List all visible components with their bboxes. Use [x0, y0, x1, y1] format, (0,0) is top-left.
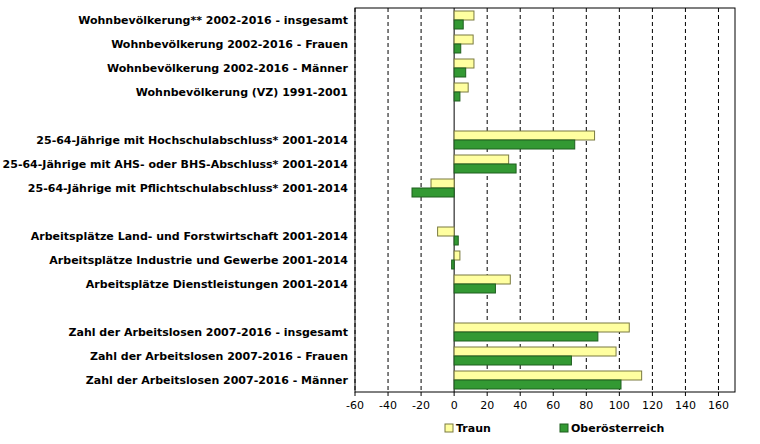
- tick-mark: [454, 392, 455, 396]
- tick-label: 160: [708, 399, 729, 412]
- category-label: 25-64-Jährige mit Hochschulabschluss* 20…: [36, 134, 348, 147]
- bar: [454, 83, 468, 92]
- tick-label: 20: [480, 399, 494, 412]
- grid-line: [388, 8, 389, 392]
- grid-line: [421, 8, 422, 392]
- bar: [454, 380, 621, 389]
- tick-mark: [652, 392, 653, 396]
- category-label: Wohnbevölkerung 2002-2016 - Männer: [107, 62, 349, 75]
- tick-mark: [520, 392, 521, 396]
- chart: Wohnbevölkerung** 2002-2016 - insgesamt W…: [0, 0, 760, 444]
- grid-line: [619, 8, 620, 392]
- category-label: Zahl der Arbeitslosen 2007-2016 - Männer: [86, 374, 349, 387]
- bar: [454, 92, 460, 101]
- grid-line: [718, 8, 719, 392]
- grid-line: [652, 8, 653, 392]
- bars: [412, 11, 642, 389]
- category-label: Wohnbevölkerung (VZ) 1991-2001: [136, 86, 348, 99]
- tick-label: 40: [513, 399, 527, 412]
- tick-mark: [718, 392, 719, 396]
- tick-label: 80: [579, 399, 593, 412]
- category-label: 25-64-Jährige mit AHS- oder BHS-Abschlus…: [3, 158, 349, 171]
- tick-label: 0: [451, 399, 458, 412]
- tick-mark: [388, 392, 389, 396]
- bar: [454, 68, 466, 77]
- tick-mark: [355, 392, 356, 396]
- bar: [412, 188, 454, 197]
- bar: [454, 284, 495, 293]
- bar: [454, 347, 616, 356]
- bar: [454, 236, 458, 245]
- bar: [454, 35, 473, 44]
- bar: [454, 323, 629, 332]
- bar: [454, 356, 571, 365]
- bar: [454, 275, 510, 284]
- tick-label: 100: [609, 399, 630, 412]
- bar: [454, 332, 598, 341]
- tick-label: -40: [379, 399, 397, 412]
- tick-mark: [586, 392, 587, 396]
- legend-swatch: [560, 424, 568, 432]
- tick-mark: [487, 392, 488, 396]
- tick-label: -60: [346, 399, 364, 412]
- bar: [431, 179, 454, 188]
- tick-mark: [685, 392, 686, 396]
- tick-label: -20: [412, 399, 430, 412]
- grid-line: [685, 8, 686, 392]
- bar: [452, 260, 454, 269]
- tick-mark: [553, 392, 554, 396]
- bar: [454, 44, 461, 53]
- bar: [454, 59, 474, 68]
- bar: [454, 11, 474, 20]
- category-label: Arbeitsplätze Land- und Forstwirtschaft …: [31, 230, 349, 243]
- bar: [454, 140, 575, 149]
- bar: [454, 371, 642, 380]
- tick-mark: [619, 392, 620, 396]
- legend-label: Traun: [456, 422, 491, 435]
- plot-frame: [355, 8, 735, 392]
- category-label: Zahl der Arbeitslosen 2007-2016 - insges…: [69, 326, 348, 339]
- category-label: 25-64-Jährige mit Pflichtschulabschluss*…: [28, 182, 348, 195]
- category-label: Arbeitsplätze Dienstleistungen 2001-2014: [86, 278, 348, 291]
- bar: [454, 155, 509, 164]
- category-label: Wohnbevölkerung 2002-2016 - Frauen: [111, 38, 348, 51]
- bar: [454, 131, 594, 140]
- tick-label: 60: [546, 399, 560, 412]
- category-label: Arbeitsplätze Industrie und Gewerbe 2001…: [49, 254, 348, 267]
- category-label: Zahl der Arbeitslosen 2007-2016 - Frauen: [90, 350, 348, 363]
- category-label: Wohnbevölkerung** 2002-2016 - insgesamt: [78, 14, 348, 27]
- legend-swatch: [445, 424, 453, 432]
- bar: [454, 251, 460, 260]
- tick-mark: [421, 392, 422, 396]
- tick-label: 140: [675, 399, 696, 412]
- tick-label: 120: [642, 399, 663, 412]
- bar: [454, 164, 516, 173]
- bar: [438, 227, 455, 236]
- legend-label: Oberösterreich: [571, 422, 664, 435]
- bar: [454, 20, 463, 29]
